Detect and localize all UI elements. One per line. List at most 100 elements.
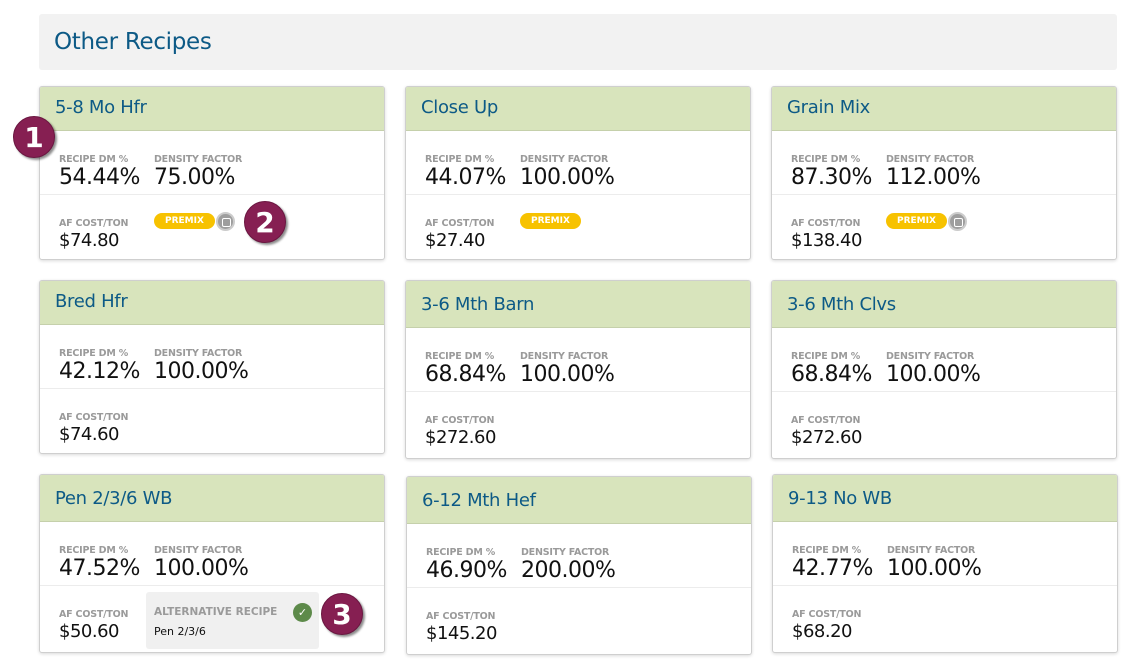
- recipe-name[interactable]: 5-8 Mo Hfr: [40, 87, 384, 131]
- premix-badge: PREMIX: [886, 213, 947, 229]
- recipe-metrics: RECIPE DM % 42.77% DENSITY FACTOR 100.00…: [773, 522, 1117, 586]
- af-cost-label: AF COST/TON: [59, 609, 129, 620]
- density-factor-value: 100.00%: [520, 165, 615, 190]
- recipe-metrics: RECIPE DM % 87.30% DENSITY FACTOR 112.00…: [772, 131, 1116, 195]
- recipe-dm-value: 68.84%: [791, 362, 872, 387]
- recipe-name[interactable]: Close Up: [406, 87, 750, 131]
- recipe-metrics: RECIPE DM % 44.07% DENSITY FACTOR 100.00…: [406, 131, 750, 195]
- recipe-name[interactable]: Pen 2/3/6 WB: [40, 475, 384, 522]
- recipe-dm-label: RECIPE DM %: [425, 351, 495, 362]
- cost-row: AF COST/TON $27.40 PREMIX: [406, 195, 750, 259]
- cost-row: AF COST/TON $68.20: [773, 586, 1117, 650]
- premix-badge: PREMIX: [154, 213, 215, 229]
- recipe-name[interactable]: 9-13 No WB: [773, 475, 1117, 522]
- alternative-recipe-box[interactable]: ALTERNATIVE RECIPE ✓ Pen 2/3/6: [146, 592, 319, 649]
- recipe-metrics: RECIPE DM % 68.84% DENSITY FACTOR 100.00…: [772, 328, 1116, 392]
- recipe-dm-label: RECIPE DM %: [791, 351, 861, 362]
- recipe-dm-label: RECIPE DM %: [791, 154, 861, 165]
- callout-3: 3: [321, 593, 363, 635]
- cost-row: AF COST/TON $50.60 ALTERNATIVE RECIPE ✓ Pe…: [40, 586, 384, 650]
- density-factor-label: DENSITY FACTOR: [154, 545, 243, 556]
- af-cost-value: $50.60: [59, 621, 119, 642]
- density-factor-label: DENSITY FACTOR: [154, 154, 243, 165]
- alternative-recipe-label: ALTERNATIVE RECIPE: [154, 606, 278, 618]
- density-factor-value: 100.00%: [154, 359, 249, 384]
- density-factor-value: 200.00%: [521, 558, 616, 583]
- cost-row: AF COST/TON $145.20: [407, 588, 751, 652]
- cost-row: AF COST/TON $74.60: [40, 389, 384, 453]
- recipe-card-5-8-mo-hfr[interactable]: 5-8 Mo Hfr RECIPE DM % 54.44% DENSITY FA…: [39, 86, 385, 260]
- recipe-dm-label: RECIPE DM %: [59, 348, 129, 359]
- recipe-name[interactable]: 6-12 Mth Hef: [407, 477, 751, 524]
- recipe-dm-value: 47.52%: [59, 556, 140, 581]
- recipe-dm-label: RECIPE DM %: [792, 545, 862, 556]
- af-cost-value: $74.80: [59, 230, 119, 251]
- recipe-dm-value: 87.30%: [791, 165, 872, 190]
- cost-row: AF COST/TON $272.60: [772, 392, 1116, 456]
- recipe-name[interactable]: Grain Mix: [772, 87, 1116, 131]
- density-factor-value: 100.00%: [887, 556, 982, 581]
- density-factor-label: DENSITY FACTOR: [520, 351, 609, 362]
- cost-row: AF COST/TON $74.80 PREMIX: [40, 195, 384, 259]
- density-factor-value: 100.00%: [886, 362, 981, 387]
- recipe-card-9-13-no-wb[interactable]: 9-13 No WB RECIPE DM % 42.77% DENSITY FA…: [772, 474, 1118, 653]
- recipe-name[interactable]: Bred Hfr: [40, 281, 384, 325]
- recipe-metrics: RECIPE DM % 46.90% DENSITY FACTOR 200.00…: [407, 524, 751, 588]
- recipe-name[interactable]: 3-6 Mth Clvs: [772, 281, 1116, 328]
- af-cost-label: AF COST/TON: [425, 415, 495, 426]
- af-cost-value: $138.40: [791, 230, 862, 251]
- recipe-dm-label: RECIPE DM %: [59, 154, 129, 165]
- notes-icon[interactable]: [216, 212, 235, 231]
- density-factor-label: DENSITY FACTOR: [520, 154, 609, 165]
- recipe-name[interactable]: 3-6 Mth Barn: [406, 281, 750, 328]
- alternative-recipe-name: Pen 2/3/6: [154, 625, 206, 638]
- recipe-dm-value: 42.77%: [792, 556, 873, 581]
- other-recipes-section: Other Recipes: [39, 14, 1117, 70]
- af-cost-label: AF COST/TON: [425, 218, 495, 229]
- recipe-metrics: RECIPE DM % 68.84% DENSITY FACTOR 100.00…: [406, 328, 750, 392]
- recipe-card-close-up[interactable]: Close Up RECIPE DM % 44.07% DENSITY FACT…: [405, 86, 751, 260]
- af-cost-label: AF COST/TON: [426, 611, 496, 622]
- recipe-card-3-6-mth-clvs[interactable]: 3-6 Mth Clvs RECIPE DM % 68.84% DENSITY …: [771, 280, 1117, 459]
- cost-row: AF COST/TON $138.40 PREMIX: [772, 195, 1116, 259]
- section-title: Other Recipes: [54, 29, 212, 55]
- premix-badge: PREMIX: [520, 213, 581, 229]
- recipe-card-grain-mix[interactable]: Grain Mix RECIPE DM % 87.30% DENSITY FAC…: [771, 86, 1117, 260]
- density-factor-label: DENSITY FACTOR: [886, 351, 975, 362]
- af-cost-value: $68.20: [792, 621, 852, 642]
- cost-row: AF COST/TON $272.60: [406, 392, 750, 456]
- af-cost-value: $145.20: [426, 623, 497, 644]
- density-factor-label: DENSITY FACTOR: [887, 545, 976, 556]
- density-factor-label: DENSITY FACTOR: [154, 348, 243, 359]
- recipe-dm-label: RECIPE DM %: [59, 545, 129, 556]
- notes-icon[interactable]: [948, 212, 967, 231]
- check-circle-icon: ✓: [293, 603, 312, 622]
- af-cost-value: $272.60: [791, 427, 862, 448]
- density-factor-label: DENSITY FACTOR: [886, 154, 975, 165]
- density-factor-value: 100.00%: [154, 556, 249, 581]
- af-cost-value: $272.60: [425, 427, 496, 448]
- callout-2: 2: [244, 201, 286, 243]
- af-cost-value: $27.40: [425, 230, 485, 251]
- recipe-card-bred-hfr[interactable]: Bred Hfr RECIPE DM % 42.12% DENSITY FACT…: [39, 280, 385, 454]
- recipe-dm-label: RECIPE DM %: [425, 154, 495, 165]
- af-cost-label: AF COST/TON: [792, 609, 862, 620]
- density-factor-value: 75.00%: [154, 165, 235, 190]
- af-cost-label: AF COST/TON: [59, 218, 129, 229]
- recipe-dm-label: RECIPE DM %: [426, 547, 496, 558]
- density-factor-value: 100.00%: [520, 362, 615, 387]
- af-cost-label: AF COST/TON: [791, 415, 861, 426]
- density-factor-value: 112.00%: [886, 165, 981, 190]
- recipe-dm-value: 54.44%: [59, 165, 140, 190]
- recipe-metrics: RECIPE DM % 47.52% DENSITY FACTOR 100.00…: [40, 522, 384, 586]
- recipe-card-3-6-mth-barn[interactable]: 3-6 Mth Barn RECIPE DM % 68.84% DENSITY …: [405, 280, 751, 459]
- callout-1: 1: [13, 116, 55, 158]
- recipe-card-pen-2-3-6-wb[interactable]: Pen 2/3/6 WB RECIPE DM % 47.52% DENSITY …: [39, 474, 385, 653]
- recipe-dm-value: 44.07%: [425, 165, 506, 190]
- recipe-dm-value: 68.84%: [425, 362, 506, 387]
- recipe-metrics: RECIPE DM % 42.12% DENSITY FACTOR 100.00…: [40, 325, 384, 389]
- density-factor-label: DENSITY FACTOR: [521, 547, 610, 558]
- recipe-card-6-12-mth-hef[interactable]: 6-12 Mth Hef RECIPE DM % 46.90% DENSITY …: [406, 476, 752, 655]
- af-cost-value: $74.60: [59, 424, 119, 445]
- af-cost-label: AF COST/TON: [59, 412, 129, 423]
